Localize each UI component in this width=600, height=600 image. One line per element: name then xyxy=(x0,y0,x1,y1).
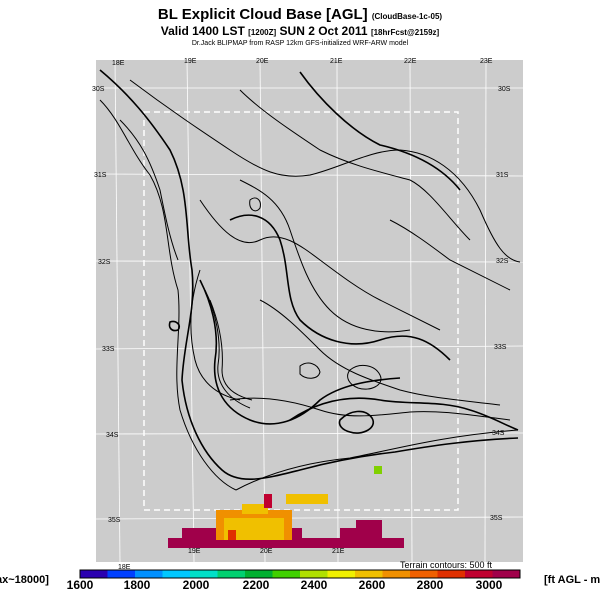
lon-label: 18E xyxy=(118,564,131,571)
lat-label: 33S xyxy=(494,344,507,351)
colorbar-swatch xyxy=(245,570,273,578)
lat-label: 35S xyxy=(108,517,121,524)
lat-label: 33S xyxy=(102,346,115,353)
colorbar-swatch xyxy=(492,570,521,578)
colorbar-swatch xyxy=(217,570,246,578)
lon-labels-top: 18E 19E 20E 21E 22E 23E xyxy=(112,58,493,67)
colorbar-swatch xyxy=(410,570,438,578)
lon-label: 19E xyxy=(188,548,201,555)
lat-label: 30S xyxy=(498,86,511,93)
colorbar-tick-label: 2400 xyxy=(300,578,328,592)
colorbar xyxy=(79,569,521,579)
lon-label: 19E xyxy=(184,58,197,65)
cloud-base-fill xyxy=(168,466,404,548)
lon-label: 20E xyxy=(256,58,269,65)
inner-domain-box xyxy=(143,111,459,511)
lon-labels-bottom: 18E 19E 20E 21E xyxy=(118,548,345,571)
colorbar-tick-label: 2600 xyxy=(358,578,386,592)
terrain-contour-note: Terrain contours: 500 ft xyxy=(400,560,493,570)
title-tag: (CloudBase-1c-05) xyxy=(371,12,443,21)
lat-label: 30S xyxy=(92,86,105,93)
colorbar-swatch xyxy=(190,570,218,578)
lat-label: 31S xyxy=(496,172,509,179)
colorbar-tick-label: 2800 xyxy=(416,578,444,592)
colorbar-tick-label: 1800 xyxy=(123,578,151,592)
colorbar-frame xyxy=(79,569,521,579)
valid-text: Valid 1400 LST xyxy=(160,24,245,38)
colorbar-swatch xyxy=(162,570,191,578)
lon-label: 22E xyxy=(404,58,417,65)
lon-label: 20E xyxy=(260,548,273,555)
date-text: SUN 2 Oct 2011 xyxy=(279,24,368,38)
colorbar-swatch xyxy=(107,570,136,578)
valid-time: Valid 1400 LST [1200Z] SUN 2 Oct 2011 [1… xyxy=(0,24,600,38)
map-background xyxy=(96,60,523,562)
colorbar-units: [ft AGL - m xyxy=(544,574,600,586)
colorbar-tick-label: 2200 xyxy=(242,578,270,592)
colorbar-swatch xyxy=(327,570,356,578)
colorbar-swatch xyxy=(80,570,108,578)
colorbar-left-annotation: ax~18000] xyxy=(0,574,49,586)
colorbar-swatch xyxy=(272,570,301,578)
lon-label: 21E xyxy=(332,548,345,555)
lat-label: 35S xyxy=(490,515,503,522)
colorbar-tick-label: 1600 xyxy=(66,578,94,592)
graticule xyxy=(95,59,524,563)
colorbar-swatch xyxy=(300,570,328,578)
lat-label: 32S xyxy=(98,259,111,266)
lat-label: 31S xyxy=(94,172,107,179)
lat-label: 32S xyxy=(496,258,509,265)
lat-labels-left: 30S 31S 32S 33S 34S 35S xyxy=(92,86,121,524)
map-title: BL Explicit Cloud Base [AGL] (CloudBase-… xyxy=(0,6,600,23)
model-subtitle: Dr.Jack BLIPMAP from RASP 12km GFS-initi… xyxy=(191,40,409,47)
colorbar-tick-label: 3000 xyxy=(475,578,503,592)
date-tag: [18hrFcst@2159z] xyxy=(370,28,440,37)
colorbar-swatch xyxy=(437,570,466,578)
lon-label: 23E xyxy=(480,58,493,65)
colorbar-swatch xyxy=(382,570,411,578)
lat-label: 34S xyxy=(106,432,119,439)
colorbar-swatch xyxy=(135,570,163,578)
lat-label: 34S xyxy=(492,430,505,437)
valid-tag: [1200Z] xyxy=(248,28,277,37)
title-text: BL Explicit Cloud Base [AGL] xyxy=(157,6,368,23)
lat-labels-right: 30S 31S 32S 33S 34S 35S xyxy=(490,86,511,522)
colorbar-tick-label: 2000 xyxy=(182,578,210,592)
colorbar-swatch xyxy=(355,570,383,578)
lon-label: 18E xyxy=(112,60,125,67)
colorbar-swatch xyxy=(465,570,493,578)
lon-label: 21E xyxy=(330,58,343,65)
terrain-contours xyxy=(99,69,521,491)
